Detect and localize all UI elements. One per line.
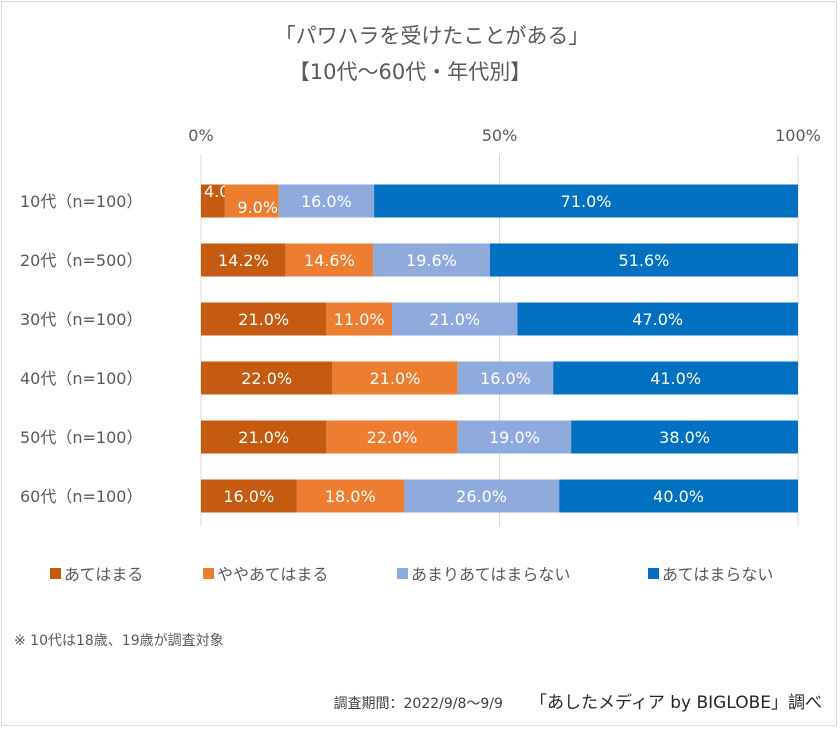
data-label: 40.0% bbox=[653, 487, 704, 506]
bar-segment bbox=[374, 184, 798, 218]
legend-swatch bbox=[648, 567, 659, 579]
bar-segment bbox=[201, 361, 333, 395]
data-label: 9.0% bbox=[237, 198, 278, 217]
category-label: 20代（n=500） bbox=[20, 251, 142, 270]
bar-segment bbox=[201, 243, 286, 277]
category-label: 30代（n=100） bbox=[20, 310, 142, 329]
legend-item: ややあてはまる bbox=[203, 561, 328, 585]
data-label: 26.0% bbox=[456, 487, 507, 506]
data-label: 14.2% bbox=[218, 251, 269, 270]
bar-segment bbox=[392, 302, 518, 336]
x-tick-label: 100% bbox=[775, 126, 821, 145]
x-tick-label: 0% bbox=[188, 126, 213, 145]
data-label: 14.6% bbox=[304, 251, 355, 270]
bar-segment bbox=[326, 302, 393, 336]
bar-segment bbox=[332, 361, 458, 395]
bar-segment bbox=[296, 479, 404, 513]
footer: 調査期間：2022/9/8～9/9 「あしたメディア by BIGLOBE」調べ bbox=[334, 688, 822, 713]
category-label: 50代（n=100） bbox=[20, 428, 142, 447]
data-label: 51.6% bbox=[619, 251, 670, 270]
legend-item: あまりあてはまらない bbox=[397, 561, 570, 585]
legend-swatch bbox=[397, 567, 408, 579]
legend-label: あまりあてはまらない bbox=[411, 565, 571, 584]
bar-segment bbox=[201, 420, 327, 454]
category-label: 60代（n=100） bbox=[20, 487, 142, 506]
bar-segment bbox=[403, 479, 560, 513]
category-label: 10代（n=100） bbox=[20, 192, 142, 211]
legend-label: ややあてはまる bbox=[217, 565, 329, 584]
x-tick-label: 50% bbox=[482, 126, 518, 145]
data-label: 22.0% bbox=[367, 428, 418, 447]
bar-segment bbox=[201, 302, 327, 336]
chart-subtitle: 【10代～60代・年代別】 bbox=[288, 60, 532, 84]
chart-title: 「パワハラを受けたことがある」 bbox=[274, 24, 590, 48]
data-label: 11.0% bbox=[334, 310, 385, 329]
bar-segment bbox=[201, 184, 225, 218]
bar-segment bbox=[372, 243, 490, 277]
bar-segment bbox=[457, 361, 554, 395]
data-label: 21.0% bbox=[238, 428, 289, 447]
data-label: 16.0% bbox=[223, 487, 274, 506]
legend-swatch bbox=[203, 567, 214, 579]
data-label: 19.6% bbox=[406, 251, 457, 270]
data-label: 16.0% bbox=[301, 192, 352, 211]
bar-segment bbox=[571, 420, 798, 454]
legend-label: あてはまらない bbox=[662, 565, 774, 584]
data-label: 22.0% bbox=[241, 369, 292, 388]
legend-item: あてはまる bbox=[50, 561, 143, 585]
data-label: 21.0% bbox=[429, 310, 480, 329]
legend-swatch bbox=[50, 567, 61, 579]
bar-segment bbox=[559, 479, 798, 513]
data-label: 47.0% bbox=[632, 310, 683, 329]
survey-period: 調査期間：2022/9/8～9/9 bbox=[333, 696, 503, 712]
data-label: 19.0% bbox=[489, 428, 540, 447]
survey-source: 「あしたメディア by BIGLOBE」調べ bbox=[530, 693, 822, 713]
bar-segment bbox=[489, 243, 798, 277]
bar-segment bbox=[553, 361, 798, 395]
bar-segment bbox=[278, 184, 375, 218]
bar-segment bbox=[285, 243, 373, 277]
data-label: 21.0% bbox=[238, 310, 289, 329]
bar-segment bbox=[326, 420, 458, 454]
data-label: 71.0% bbox=[561, 192, 612, 211]
bar-segment bbox=[457, 420, 572, 454]
data-label: 21.0% bbox=[370, 369, 421, 388]
data-label: 16.0% bbox=[480, 369, 531, 388]
bar-segment bbox=[224, 184, 279, 218]
legend-label: あてはまる bbox=[64, 565, 144, 584]
bar-segment bbox=[201, 479, 297, 513]
bar-segment bbox=[517, 302, 798, 336]
data-label: 38.0% bbox=[659, 428, 710, 447]
legend-item: あてはまらない bbox=[648, 561, 773, 585]
data-label: 18.0% bbox=[325, 487, 376, 506]
data-label: 41.0% bbox=[650, 369, 701, 388]
category-label: 40代（n=100） bbox=[20, 369, 142, 388]
footnote: ※ 10代は18歳、19歳が調査対象 bbox=[14, 633, 224, 649]
